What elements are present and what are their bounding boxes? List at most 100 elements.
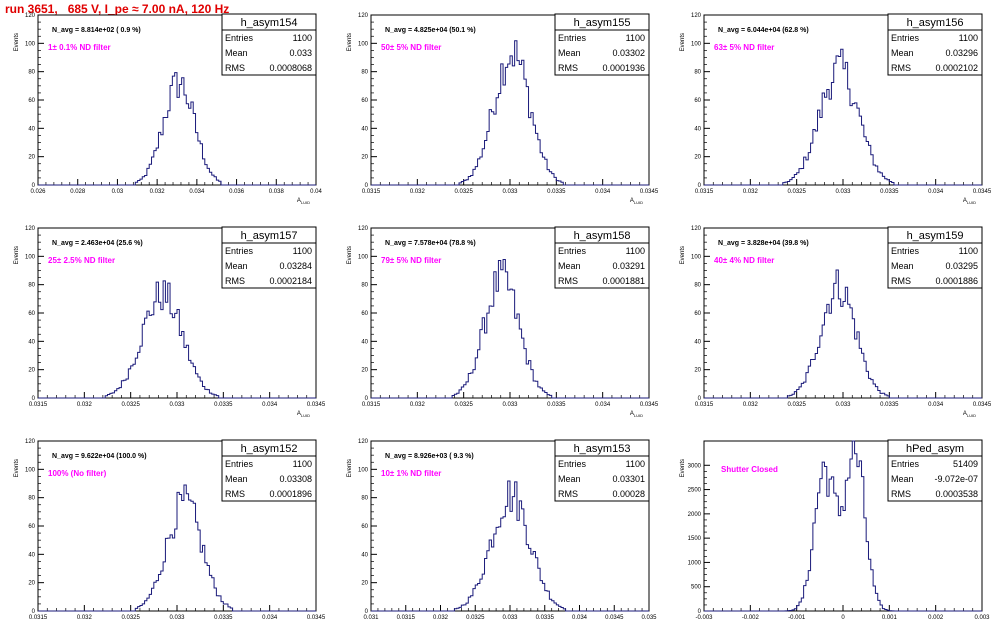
stats-key: Entries bbox=[225, 33, 254, 43]
stats-title: h_asym153 bbox=[574, 443, 631, 455]
y-axis-label: Events bbox=[347, 33, 353, 51]
navg-label: N_avg = 6.044e+04 (62.8 %) bbox=[718, 27, 809, 34]
histogram-line bbox=[371, 480, 649, 612]
stats-value: 1100 bbox=[959, 246, 978, 256]
histogram-line bbox=[704, 269, 982, 399]
y-tick-label: 40 bbox=[28, 339, 35, 345]
histogram-panel-h_asym156: 0 20 40 60 80 100 120 0.0315 0.032 0.0325 0.033 0.0… bbox=[680, 13, 992, 205]
x-tick-label: 0.034 bbox=[262, 402, 278, 408]
x-axis-label-sub: LUID bbox=[967, 413, 976, 418]
y-tick-label: 60 bbox=[361, 524, 368, 530]
stats-value: 51409 bbox=[953, 459, 978, 469]
y-tick-label: 20 bbox=[28, 368, 35, 374]
stats-value: 0.0008068 bbox=[269, 63, 312, 73]
y-tick-label: 0 bbox=[698, 183, 702, 189]
stats-value: 0.0001881 bbox=[602, 276, 645, 286]
x-tick-label: 0.028 bbox=[70, 189, 86, 195]
stats-box bbox=[554, 13, 650, 76]
stats-key: Mean bbox=[891, 48, 914, 58]
x-tick-label: 0.034 bbox=[928, 189, 944, 195]
y-tick-label: 100 bbox=[691, 41, 702, 47]
x-axis-label-sub: LUID bbox=[967, 200, 976, 205]
x-tick-label: 0.0315 bbox=[29, 402, 48, 408]
x-tick-label: 0.033 bbox=[169, 615, 185, 621]
x-tick-label: 0.002 bbox=[928, 615, 944, 621]
stats-key: Entries bbox=[558, 246, 587, 256]
x-tick-label: 0.0345 bbox=[640, 189, 659, 195]
y-tick-label: 500 bbox=[691, 585, 702, 591]
x-tick-label: 0.0335 bbox=[214, 402, 233, 408]
histogram-line bbox=[38, 280, 316, 399]
x-tick-label: 0.0335 bbox=[536, 615, 555, 621]
stats-title: h_asym157 bbox=[241, 230, 298, 242]
stats-value: 0.0001886 bbox=[935, 276, 978, 286]
run-title: run 3651, 685 V, I_pe ≈ 7.00 nA, 120 Hz bbox=[5, 2, 230, 16]
y-tick-label: 100 bbox=[25, 254, 36, 260]
stats-value: 1100 bbox=[959, 33, 978, 43]
y-tick-label: 20 bbox=[361, 368, 368, 374]
y-tick-label: 20 bbox=[694, 155, 701, 161]
stats-value: 0.0003538 bbox=[935, 489, 978, 499]
filter-label: Shutter Closed bbox=[721, 465, 778, 474]
x-tick-label: 0.033 bbox=[169, 402, 185, 408]
y-tick-label: 100 bbox=[25, 41, 36, 47]
x-tick-label: 0.036 bbox=[229, 189, 245, 195]
y-tick-label: 40 bbox=[28, 552, 35, 558]
stats-box bbox=[887, 13, 983, 76]
x-tick-label: 0.03 bbox=[112, 189, 124, 195]
y-tick-label: 80 bbox=[361, 283, 368, 289]
x-tick-label: 0.0335 bbox=[547, 402, 566, 408]
histogram-panel-hPed_asym: 0 500 1000 1500 2000 2500 3000 -0.003 -0.002 -0.0… bbox=[680, 439, 990, 621]
y-tick-label: 100 bbox=[691, 254, 702, 260]
x-tick-label: 0.032 bbox=[410, 402, 426, 408]
y-tick-label: 60 bbox=[361, 98, 368, 104]
x-axis-label-sub: LUID bbox=[634, 413, 643, 418]
stats-box bbox=[887, 226, 983, 289]
filter-label: 100% (No filter) bbox=[48, 469, 107, 478]
stats-key: Mean bbox=[558, 261, 581, 271]
x-tick-label: 0.032 bbox=[77, 615, 93, 621]
x-tick-label: 0.0345 bbox=[307, 615, 326, 621]
y-tick-label: 2500 bbox=[688, 488, 702, 494]
x-tick-label: 0.034 bbox=[928, 402, 944, 408]
stats-title: h_asym158 bbox=[574, 230, 631, 242]
stats-key: RMS bbox=[558, 489, 578, 499]
stats-title: h_asym159 bbox=[907, 230, 964, 242]
stats-value: 0.03302 bbox=[612, 48, 645, 58]
histogram-panel-h_asym157: 0 20 40 60 80 100 120 0.0315 0.032 0.0325 0.033 0.0… bbox=[14, 226, 326, 418]
stats-box bbox=[221, 226, 317, 289]
histogram-panel-h_asym155: 0 20 40 60 80 100 120 0.0315 0.032 0.0325 0.033 0.0… bbox=[347, 13, 659, 205]
stats-key: RMS bbox=[558, 276, 578, 286]
y-tick-label: 120 bbox=[25, 439, 36, 445]
stats-value: 0.03308 bbox=[279, 474, 312, 484]
y-tick-label: 1000 bbox=[688, 560, 702, 566]
x-tick-label: 0.034 bbox=[595, 402, 611, 408]
y-tick-label: 40 bbox=[694, 126, 701, 132]
x-tick-label: 0.0335 bbox=[880, 402, 899, 408]
y-tick-label: 100 bbox=[358, 41, 369, 47]
stats-key: RMS bbox=[225, 489, 245, 499]
y-tick-label: 20 bbox=[361, 155, 368, 161]
y-tick-label: 120 bbox=[691, 13, 702, 19]
y-tick-label: 0 bbox=[365, 396, 369, 402]
y-tick-label: 60 bbox=[28, 311, 35, 317]
x-tick-label: 0.034 bbox=[262, 615, 278, 621]
x-tick-label: 0.0325 bbox=[466, 615, 485, 621]
x-tick-label: -0.001 bbox=[788, 615, 806, 621]
y-tick-label: 60 bbox=[28, 524, 35, 530]
stats-box bbox=[887, 439, 983, 502]
x-tick-label: 0.033 bbox=[835, 402, 851, 408]
y-tick-label: 40 bbox=[361, 126, 368, 132]
stats-value: 1100 bbox=[626, 33, 645, 43]
x-tick-label: 0.032 bbox=[743, 189, 759, 195]
stats-key: Mean bbox=[225, 474, 248, 484]
x-tick-label: 0.0325 bbox=[787, 402, 806, 408]
x-tick-label: 0.0315 bbox=[362, 402, 381, 408]
x-tick-label: 0.0325 bbox=[787, 189, 806, 195]
x-tick-label: 0.032 bbox=[150, 189, 166, 195]
y-tick-label: 60 bbox=[694, 311, 701, 317]
y-tick-label: 0 bbox=[32, 609, 36, 615]
x-axis-label: ALUID bbox=[963, 411, 976, 418]
stats-value: 0.03284 bbox=[279, 261, 312, 271]
